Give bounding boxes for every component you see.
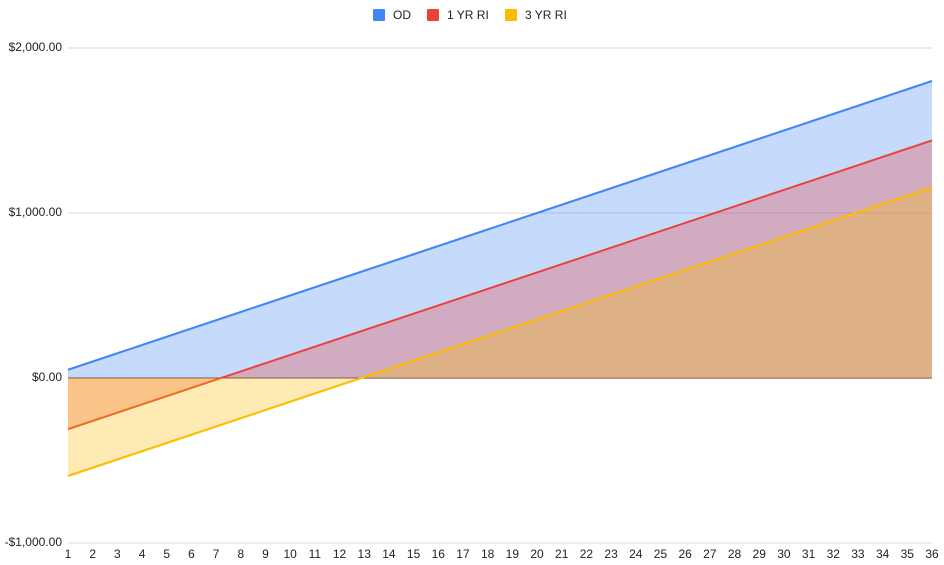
x-tick-label: 10 <box>283 547 297 561</box>
x-tick-label: 24 <box>629 547 643 561</box>
x-tick-label: 4 <box>139 547 146 561</box>
x-tick-label: 14 <box>382 547 396 561</box>
x-tick-label: 9 <box>262 547 269 561</box>
x-tick-label: 7 <box>213 547 220 561</box>
y-tick-label: -$1,000.00 <box>5 535 63 549</box>
x-tick-label: 30 <box>777 547 791 561</box>
x-tick-label: 22 <box>580 547 594 561</box>
x-tick-label: 36 <box>925 547 939 561</box>
area <box>68 81 932 378</box>
legend-swatch <box>427 9 439 21</box>
x-tick-label: 19 <box>506 547 520 561</box>
x-tick-label: 21 <box>555 547 569 561</box>
y-tick-label: $2,000.00 <box>9 40 63 54</box>
x-tick-label: 20 <box>530 547 544 561</box>
x-tick-label: 1 <box>65 547 72 561</box>
x-tick-label: 23 <box>604 547 618 561</box>
line <box>67 186 933 477</box>
x-tick-label: 6 <box>188 547 195 561</box>
x-tick-label: 12 <box>333 547 347 561</box>
y-tick-label: $0.00 <box>32 370 62 384</box>
line <box>67 139 933 431</box>
x-tick-label: 5 <box>163 547 170 561</box>
legend-label: 1 YR RI <box>447 8 489 22</box>
x-tick-label: 25 <box>654 547 668 561</box>
x-tick-label: 35 <box>901 547 915 561</box>
x-tick-label: 2 <box>89 547 96 561</box>
x-tick-label: 31 <box>802 547 816 561</box>
x-tick-label: 16 <box>432 547 446 561</box>
x-tick-label: 11 <box>309 547 322 561</box>
x-tick-label: 3 <box>114 547 121 561</box>
x-tick-label: 27 <box>703 547 717 561</box>
x-tick-label: 18 <box>481 547 495 561</box>
x-tick-label: 13 <box>358 547 372 561</box>
x-tick-label: 34 <box>876 547 890 561</box>
x-tick-label: 29 <box>753 547 767 561</box>
x-tick-label: 26 <box>678 547 692 561</box>
x-tick-label: 32 <box>827 547 841 561</box>
x-tick-label: 17 <box>456 547 470 561</box>
legend-label: OD <box>393 8 411 22</box>
line <box>67 80 933 371</box>
x-tick-label: 28 <box>728 547 742 561</box>
legend-swatch <box>505 9 517 21</box>
legend-swatch <box>373 9 385 21</box>
x-tick-label: 15 <box>407 547 421 561</box>
x-tick-label: 33 <box>851 547 865 561</box>
x-tick-label: 8 <box>237 547 244 561</box>
y-tick-label: $1,000.00 <box>9 205 63 219</box>
legend-label: 3 YR RI <box>525 8 567 22</box>
